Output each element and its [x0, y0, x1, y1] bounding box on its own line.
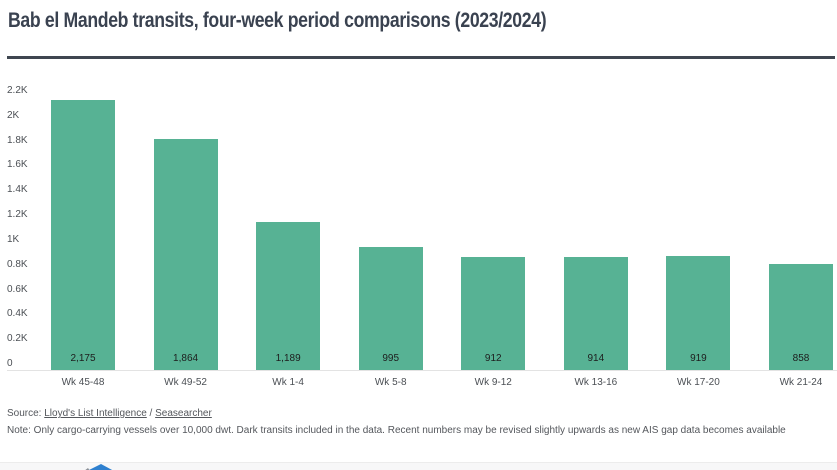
- x-axis-tick-label: Wk 49-52: [164, 377, 207, 388]
- y-axis-tick-label: 1.2K: [7, 209, 28, 221]
- bar-wk-1-4[interactable]: 1,189: [256, 222, 321, 370]
- bar-wk-13-16[interactable]: 914: [563, 257, 628, 370]
- y-axis-tick-label: 1.6K: [7, 159, 28, 171]
- logo-fragment-icon: [85, 464, 113, 470]
- y-axis-tick-label: 2K: [7, 109, 20, 121]
- bar-value-label: 858: [792, 353, 810, 364]
- x-axis-tick-label: Wk 45-48: [61, 377, 105, 388]
- bar-value-label: 919: [690, 353, 707, 364]
- title-divider: [7, 56, 835, 59]
- y-axis-tick-label: 1.4K: [7, 184, 28, 196]
- bar-wk-9-12[interactable]: 912: [461, 257, 526, 370]
- source-link-seasearcher[interactable]: Seasearcher: [155, 408, 212, 419]
- x-axis-tick-label: Wk 9-12: [474, 377, 512, 388]
- x-axis-tick-label: Wk 13-16: [574, 377, 618, 388]
- x-axis-tick-label: Wk 17-20: [677, 377, 720, 388]
- bar-value-label: 1,189: [275, 353, 301, 364]
- note-line: Note: Only cargo-carrying vessels over 1…: [7, 425, 786, 436]
- y-axis-tick-label: 1K: [7, 233, 20, 245]
- bar-value-label: 1,864: [173, 353, 199, 364]
- bar-value-label: 912: [484, 353, 502, 364]
- bar-wk-49-52[interactable]: 1,864: [153, 139, 218, 370]
- bar-wk-45-48[interactable]: 2,175: [51, 100, 115, 370]
- y-axis-tick-label: 0.2K: [7, 333, 28, 345]
- bar-wk-5-8[interactable]: 995: [358, 247, 423, 370]
- page-title: Bab el Mandeb transits, four-week period…: [8, 9, 547, 32]
- x-axis-tick-label: Wk 1-4: [272, 377, 304, 388]
- bar-wk-17-20[interactable]: 919: [666, 256, 731, 370]
- bar-wk-21-24[interactable]: 858: [768, 264, 833, 370]
- y-axis-tick-label: 0.6K: [7, 283, 28, 295]
- bar-chart: 0 0.2K 0.4K 0.6K 0.8K 1K 1.2K 1.4K 1.6K 1.8K 2K 2.2…: [0, 70, 837, 400]
- source-link-lloyds-list-intelligence[interactable]: Lloyd's List Intelligence: [44, 408, 147, 419]
- y-axis-tick-label: 0: [7, 358, 13, 369]
- bar-value-label: 2,175: [70, 353, 96, 364]
- y-axis-tick-label: 1.8K: [7, 134, 28, 146]
- y-axis-tick-label: 0.8K: [7, 258, 28, 270]
- bottom-strip: [0, 462, 837, 470]
- y-axis-tick-label: 0.4K: [7, 308, 28, 320]
- bar-value-label: 995: [382, 353, 400, 364]
- bar-value-label: 914: [587, 353, 605, 364]
- x-axis-line: [7, 370, 837, 371]
- x-axis-tick-label: Wk 21-24: [779, 377, 823, 388]
- y-axis-tick-label: 2.2K: [7, 84, 28, 96]
- source-line: Source: Lloyd's List Intelligence / Seas…: [7, 408, 212, 419]
- x-axis-tick-label: Wk 5-8: [374, 377, 407, 388]
- source-separator: /: [146, 408, 156, 419]
- source-prefix: Source:: [7, 408, 45, 419]
